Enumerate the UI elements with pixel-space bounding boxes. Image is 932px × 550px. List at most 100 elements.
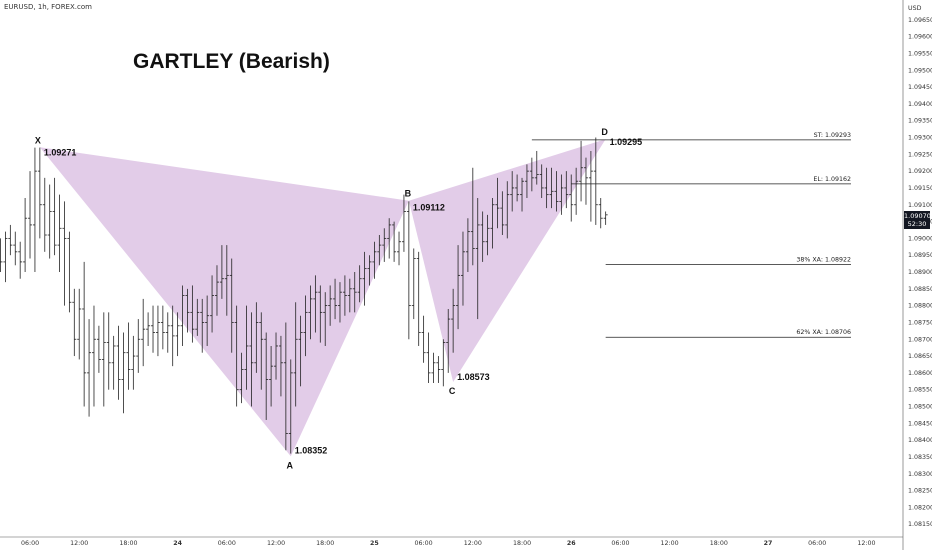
ohlc-bar (539, 164, 544, 199)
ohlc-bar (47, 184, 52, 259)
price-tick-label: 1.09300 (908, 135, 932, 142)
ohlc-bar (337, 282, 342, 323)
ohlc-bar (382, 228, 387, 262)
price-tick-label: 1.09450 (908, 84, 932, 91)
time-tick-label: 06:00 (21, 540, 39, 547)
bar-countdown: 52:30 (907, 220, 927, 228)
pattern-price-x: 1.09271 (44, 147, 77, 157)
time-axis[interactable]: 06:00 12:00 18:00 24 06:00 12:00 18:00 25 06:00 1… (21, 540, 876, 547)
ohlc-bar (564, 171, 569, 209)
symbol-header[interactable]: EURUSD, 1h, FOREX.com (4, 3, 92, 11)
time-tick-label: 12:00 (267, 540, 285, 547)
ohlc-bar (559, 174, 564, 215)
ohlc-bar (603, 211, 608, 225)
ohlc-bar (278, 335, 283, 397)
time-tick-label: 06:00 (415, 540, 433, 547)
ohlc-bar (367, 255, 372, 286)
ohlc-bar (485, 214, 490, 256)
ohlc-bar (121, 332, 126, 414)
ohlc-bar (269, 345, 274, 407)
ohlc-bar (219, 245, 224, 299)
ohlc-bar (116, 325, 121, 400)
pattern-point-b: B (405, 189, 412, 199)
ohlc-bar (328, 285, 333, 326)
price-tick-label: 1.09200 (908, 168, 932, 175)
ohlc-bar (574, 167, 579, 215)
ohlc-bar (303, 295, 308, 357)
pattern-price-d: 1.09295 (610, 137, 643, 147)
ohlc-bar (401, 194, 406, 252)
price-tick-label: 1.08350 (908, 454, 932, 461)
price-tick-label: 1.08150 (908, 521, 932, 528)
ohlc-bar (62, 201, 67, 306)
time-tick-label: 27 (764, 540, 773, 547)
ohlc-bar (298, 315, 303, 387)
ohlc-bar (357, 265, 362, 303)
price-tick-label: 1.09600 (908, 34, 932, 41)
price-tick-label: 1.09250 (908, 151, 932, 158)
ohlc-bar (101, 312, 106, 407)
price-axis[interactable]: 1.08150 1.08200 1.08250 1.08300 1.08350 1.084… (908, 17, 932, 528)
ohlc-bar (313, 275, 318, 333)
ohlc-bar (37, 147, 42, 239)
price-tick-label: 1.09000 (908, 235, 932, 242)
time-tick-label: 12:00 (857, 540, 875, 547)
price-tick-label: 1.08300 (908, 471, 932, 478)
time-tick-label: 18:00 (119, 540, 137, 547)
price-tick-label: 1.08250 (908, 488, 932, 495)
ohlc-bar (210, 275, 215, 333)
time-tick-label: 12:00 (70, 540, 88, 547)
ohlc-bar (18, 241, 23, 279)
ohlc-bar (520, 177, 525, 212)
ohlc-bar (505, 181, 510, 239)
ohlc-bar (352, 272, 357, 313)
ohlc-bar (0, 238, 3, 272)
ohlc-bar (500, 191, 505, 236)
time-tick-label: 12:00 (661, 540, 679, 547)
ohlc-bar (224, 245, 229, 316)
pattern-price-b: 1.09112 (413, 203, 445, 213)
ohlc-bar (456, 245, 461, 330)
price-tick-label: 1.08750 (908, 319, 932, 326)
ohlc-bar (524, 164, 529, 199)
ohlc-bar (323, 292, 328, 346)
price-tick-label: 1.09350 (908, 118, 932, 125)
price-tick-label: 1.09100 (908, 202, 932, 209)
ohlc-bar (583, 157, 588, 205)
ohlc-bar (421, 315, 426, 363)
ohlc-bar (274, 332, 279, 380)
time-tick-label: 18:00 (710, 540, 728, 547)
ohlc-bar (160, 305, 165, 350)
ohlc-bar (52, 177, 57, 256)
pattern-point-x: X (35, 135, 41, 145)
ohlc-bar (131, 335, 136, 390)
price-tick-label: 1.08550 (908, 387, 932, 394)
ohlc-bar (544, 167, 549, 209)
ohlc-bar (141, 298, 146, 367)
ohlc-bar (318, 285, 323, 343)
price-bars (0, 137, 608, 454)
ohlc-bar (190, 285, 195, 343)
ohlc-bar (244, 305, 249, 390)
ohlc-bar (136, 319, 141, 373)
ohlc-bar (165, 312, 170, 353)
ohlc-bar (57, 194, 62, 272)
price-tick-label: 1.08650 (908, 353, 932, 360)
price-tick-label: 1.08700 (908, 336, 932, 343)
ohlc-bar (475, 198, 480, 320)
price-tick-label: 1.08800 (908, 303, 932, 310)
level-label: 38% XA: 1.08922 (796, 257, 851, 264)
price-tick-label: 1.08400 (908, 437, 932, 444)
price-tick-label: 1.08200 (908, 504, 932, 511)
level-lines: ST: 1.09293 EL: 1.09162 38% XA: 1.08922 62%… (531, 132, 851, 338)
ohlc-bar (77, 288, 82, 360)
time-tick-label: 25 (370, 540, 379, 547)
price-tick-label: 1.08950 (908, 252, 932, 259)
price-tick-label: 1.08600 (908, 370, 932, 377)
ohlc-bar (249, 312, 254, 407)
ohlc-bar (293, 302, 298, 407)
ohlc-bar (23, 198, 28, 272)
level-label: 62% XA: 1.08706 (796, 329, 851, 336)
time-tick-label: 06:00 (218, 540, 236, 547)
